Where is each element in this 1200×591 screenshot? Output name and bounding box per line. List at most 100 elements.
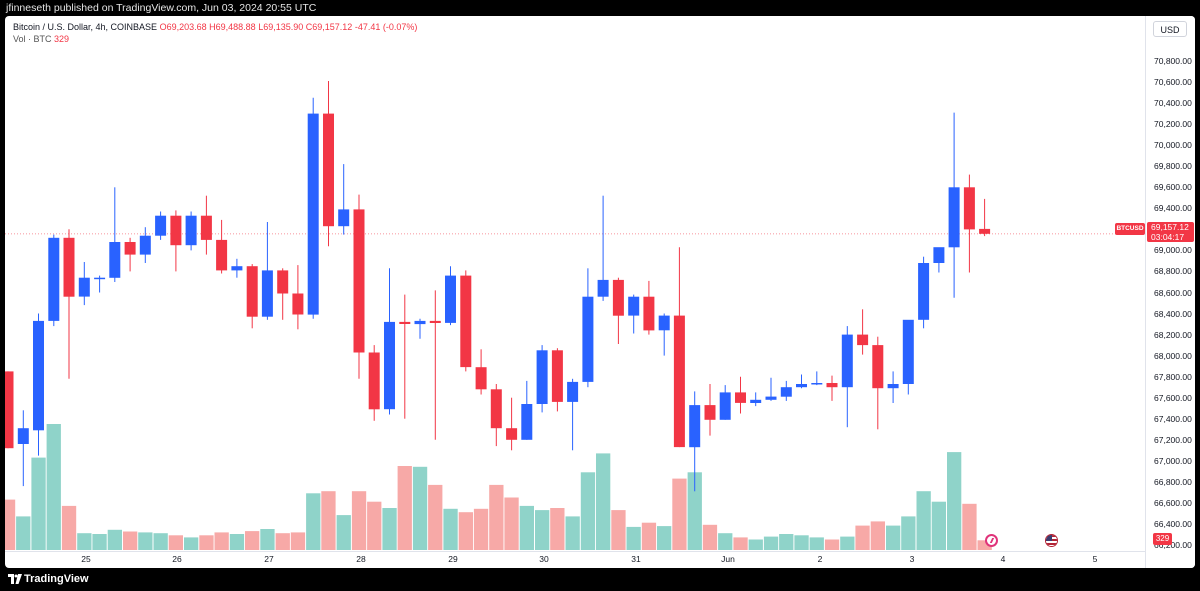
volume-bar: [748, 539, 763, 550]
volume-bar: [306, 493, 321, 550]
volume-bar: [947, 452, 962, 550]
candle-body: [414, 320, 426, 325]
legend-volume-label: Vol · BTC: [13, 34, 52, 44]
legend-volume-row: Vol · BTC 329: [13, 33, 417, 45]
volume-bar: [901, 516, 916, 550]
candle-body: [33, 320, 44, 431]
candle-body: [277, 270, 289, 294]
volume-bar: [290, 532, 306, 550]
volume-bar: [504, 497, 519, 550]
chart-panel[interactable]: Bitcoin / U.S. Dollar, 4h, COINBASE O69,…: [5, 16, 1195, 568]
candlestick-chart[interactable]: [5, 16, 1145, 551]
price-tick-label: 68,200.00: [1154, 329, 1192, 340]
volume-bar: [611, 510, 626, 550]
volume-bar: [672, 478, 687, 550]
candle-body: [124, 242, 136, 255]
time-tick-label: 27: [264, 554, 274, 564]
time-axis[interactable]: [5, 551, 1145, 568]
candle-body: [628, 296, 640, 316]
candle-body: [78, 277, 90, 297]
legend-volume-value: 329: [54, 34, 70, 44]
price-tick-label: 70,600.00: [1154, 77, 1192, 87]
candle-body: [109, 242, 121, 278]
price-tick-label: 67,600.00: [1154, 392, 1192, 403]
us-flag-icon[interactable]: [1045, 534, 1058, 547]
candle-body: [551, 350, 563, 402]
candle-body: [887, 384, 899, 389]
volume-bar: [382, 508, 397, 550]
time-tick-label: 28: [356, 554, 366, 564]
candle-body: [490, 389, 502, 429]
candle-body: [185, 215, 197, 246]
candle-body: [63, 237, 75, 297]
price-tick-label: 66,200.00: [1154, 540, 1192, 550]
candle-body: [826, 383, 838, 388]
volume-bar: [77, 533, 92, 550]
volume-bar: [580, 472, 596, 550]
volume-bar: [733, 537, 748, 550]
volume-bar: [931, 501, 946, 550]
plot-area[interactable]: [5, 16, 1145, 551]
volume-bar: [886, 525, 901, 550]
volume-bar: [31, 457, 46, 550]
candle-body: [796, 384, 807, 388]
volume-bar: [61, 505, 77, 550]
volume-bar: [397, 466, 412, 550]
candle-body: [48, 237, 60, 321]
candle-body: [445, 275, 456, 323]
legend-symbol-row: Bitcoin / U.S. Dollar, 4h, COINBASE O69,…: [13, 21, 417, 33]
candle-body: [735, 392, 746, 403]
candle-body: [857, 334, 869, 346]
legend-change: -47.41 (-0.07%): [354, 22, 418, 32]
price-tick-label: 67,800.00: [1154, 371, 1192, 382]
volume-bar: [840, 536, 855, 550]
time-tick-label: 25: [81, 554, 91, 564]
volume-bar: [962, 503, 977, 550]
footer-bar: TradingView: [0, 568, 1200, 591]
volume-bar: [214, 532, 229, 550]
last-price-tag: 69,157.12 03:04:17: [1147, 222, 1194, 242]
legend-symbol: Bitcoin / U.S. Dollar, 4h, COINBASE: [13, 22, 158, 32]
candle-body: [948, 187, 960, 248]
volume-bar: [123, 531, 138, 550]
legend-low: L69,135.90: [258, 22, 304, 32]
price-tick-label: 68,000.00: [1154, 350, 1192, 361]
volume-bar: [458, 512, 473, 550]
candle-body: [246, 266, 258, 317]
volume-bar: [550, 508, 565, 550]
candle-body: [597, 279, 609, 297]
volume-bar: [626, 526, 641, 550]
event-icon[interactable]: [985, 534, 998, 547]
candle-body: [307, 113, 319, 315]
candle-body: [765, 396, 777, 400]
price-tick-label: 70,000.00: [1154, 140, 1192, 151]
price-tick-label: 69,600.00: [1154, 182, 1192, 193]
candle-body: [353, 209, 365, 353]
volume-bar: [153, 533, 168, 550]
candle-body: [933, 247, 945, 263]
volume-bar: [412, 466, 428, 550]
volume-bar: [535, 510, 550, 550]
price-axis[interactable]: [1145, 16, 1195, 568]
volume-bar: [702, 524, 718, 550]
volume-bar: [641, 522, 657, 550]
volume-bar: [260, 529, 275, 550]
volume-bar: [809, 537, 824, 550]
currency-selector[interactable]: USD: [1153, 21, 1187, 37]
time-tick-label: 29: [448, 554, 458, 564]
candle-body: [5, 371, 14, 449]
time-tick-label: Jun: [721, 554, 735, 564]
candle-body: [384, 321, 395, 410]
price-tick-label: 69,800.00: [1154, 161, 1192, 172]
time-tick-label: 3: [909, 554, 915, 564]
price-tick-label: 68,400.00: [1154, 308, 1192, 319]
price-tick-label: 67,200.00: [1154, 434, 1192, 445]
volume-bar: [199, 535, 214, 550]
volume-bar: [794, 535, 809, 550]
price-tick-label: 66,600.00: [1154, 497, 1192, 508]
candle-body: [338, 209, 350, 227]
legend-open: O69,203.68: [159, 22, 207, 32]
tradingview-logo-icon: [8, 574, 22, 584]
candle-body: [643, 296, 655, 331]
volume-tag: 329: [1153, 533, 1172, 545]
